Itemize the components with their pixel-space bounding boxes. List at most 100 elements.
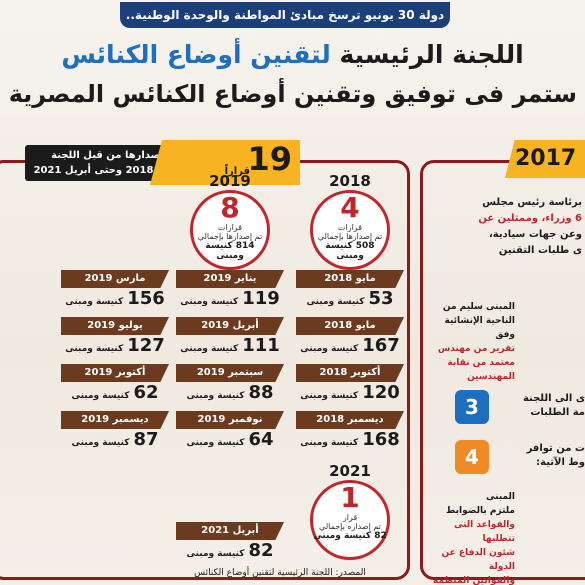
step-line: مة الطلبات [530, 407, 585, 418]
month-value: 167كنيسة ومبنى [296, 335, 404, 356]
month-value: 120كنيسة ومبنى [296, 382, 404, 403]
building-count: 168 [362, 429, 400, 450]
building-unit: كنيسة ومبنى [186, 391, 245, 401]
month-label: مايو 2018 [296, 317, 404, 335]
banner: دولة 30 يونيو ترسخ مبادئ المواطنة والوحد… [120, 2, 450, 28]
building-count: 88 [248, 382, 274, 403]
month-label: أكتوبر 2018 [296, 364, 404, 382]
year-label: 2019 [209, 172, 251, 190]
condition-line: المبنى سليم من [442, 302, 515, 312]
building-count: 167 [362, 335, 400, 356]
step-line: وط الآتية: [536, 457, 585, 468]
condition-line: تقرير من مهندس [437, 344, 515, 354]
building-unit: كنيسة ومبنى [180, 297, 239, 307]
year-circle: 4 قرارات تم إصدارها بإجمالي 508 كنيسة ومبنى [310, 190, 390, 270]
decision-count: 4 [340, 191, 360, 224]
step-line: ى الى اللجنة [522, 393, 585, 404]
year-label: 2018 [329, 172, 371, 190]
summary-line: تم إصدارها من قبل اللجنة [51, 150, 179, 161]
summary-count: 19 [247, 140, 292, 178]
building-unit: كنيسة ومبنى [71, 438, 130, 448]
source: المصدر: اللجنة الرئيسية لتقنين أوضاع الك… [194, 568, 366, 578]
decision-note: تم إصدارها بإجمالي [317, 232, 383, 241]
condition-line: شئون الدفاع عن الدولة [441, 548, 515, 572]
month-label: يناير 2019 [176, 270, 284, 288]
building-unit: كنيسة ومبنى [300, 344, 359, 354]
building-count: 156 [127, 288, 165, 309]
building-unit: كنيسة ومبنى [186, 549, 245, 559]
building-count: 82 [248, 540, 274, 561]
step-number: 3 [455, 390, 489, 424]
month-value: 64كنيسة ومبنى [176, 429, 284, 450]
year-2017: 2017 [505, 140, 585, 178]
month-label: ديسمبر 2019 [61, 411, 169, 429]
building-count: 53 [368, 288, 394, 309]
decision-count: 8 [220, 191, 240, 224]
year-total: 508 كنيسة ومبنى [325, 241, 375, 261]
month-label: مارس 2019 [61, 270, 169, 288]
month-label: يوليو 2019 [61, 317, 169, 335]
year-circle: 8 قرارات تم إصدارها بإجمالي 814 كنيسة ومبنى [190, 190, 270, 270]
month-value: 82كنيسة ومبنى [176, 540, 284, 561]
decision-count: 1 [340, 481, 360, 514]
month-label: أبريل 2021 [176, 522, 284, 540]
building-count: 64 [248, 429, 274, 450]
decision-unit: قرارات [217, 223, 243, 232]
month-label: سبتمبر 2019 [176, 364, 284, 382]
year-total: 82 كنيسة ومبنى [313, 531, 387, 541]
building-unit: كنيسة ومبنى [300, 438, 359, 448]
building-unit: كنيسة ومبنى [180, 344, 239, 354]
month-value: 119كنيسة ومبنى [176, 288, 284, 309]
building-count: 87 [133, 429, 159, 450]
building-count: 127 [127, 335, 165, 356]
month-value: 87كنيسة ومبنى [61, 429, 169, 450]
month-value: 111كنيسة ومبنى [176, 335, 284, 356]
committee-line: 6 وزراء، وممثلين عن [478, 213, 582, 224]
step-text: ى الى اللجنة مة الطلبات [495, 392, 585, 420]
subtitle: ستمر فى توفيق وتقنين أوضاع الكنائس المصر… [8, 80, 577, 108]
condition-line: المهندسين [467, 372, 515, 382]
condition-line: والقواعد التى تتطلبها [454, 520, 515, 544]
building-count: 119 [242, 288, 280, 309]
condition-line: معتمد من نقابة [447, 358, 515, 368]
title: اللجنة الرئيسية لتقنين أوضاع الكنائس [0, 40, 585, 69]
decision-note: تم إصدارها بإجمالي [197, 232, 263, 241]
year-total: 814 كنيسة ومبنى [205, 241, 255, 261]
title-highlight: لتقنين أوضاع الكنائس [61, 40, 331, 69]
year-circle: 1 قرار تم إصداره بإجمالي 82 كنيسة ومبنى [310, 480, 390, 560]
month-label: أكتوبر 2019 [61, 364, 169, 382]
building-count: 62 [133, 382, 159, 403]
month-value: 88كنيسة ومبنى [176, 382, 284, 403]
committee-line: ى طلبات التقنين [498, 245, 582, 256]
year-label: 2021 [329, 462, 371, 480]
month-value: 62كنيسة ومبنى [61, 382, 169, 403]
decision-note: تم إصداره بإجمالي [319, 522, 381, 531]
month-value: 156كنيسة ومبنى [61, 288, 169, 309]
month-value: 127كنيسة ومبنى [61, 335, 169, 356]
step-number: 4 [455, 440, 489, 474]
building-unit: كنيسة ومبنى [300, 391, 359, 401]
building-count: 111 [242, 335, 280, 356]
title-part: اللجنة الرئيسية [339, 40, 524, 69]
step-text: ت من توافر وط الآتية: [495, 442, 585, 470]
condition: المبنى سليم من الناحية الإنشائية وفق تقرير… [425, 300, 515, 384]
building-unit: كنيسة ومبنى [65, 344, 124, 354]
building-count: 120 [362, 382, 400, 403]
condition: المبنى ملتزم بالضوابط والقواعد التى تتطلبه… [425, 490, 515, 585]
condition-line: المبنى [486, 492, 515, 502]
month-value: 168كنيسة ومبنى [296, 429, 404, 450]
decision-unit: قرارات [337, 223, 363, 232]
condition-line: الناحية الإنشائية وفق [444, 316, 515, 340]
month-label: أبريل 2019 [176, 317, 284, 335]
step-line: ت من توافر [526, 443, 585, 454]
month-label: نوفمبر 2019 [176, 411, 284, 429]
decision-unit: قرار [342, 513, 358, 522]
month-label: مايو 2018 [296, 270, 404, 288]
procedure-frame [420, 160, 585, 580]
summary-unit: قراراً [224, 166, 250, 177]
month-label: ديسمبر 2018 [296, 411, 404, 429]
building-unit: كنيسة ومبنى [306, 297, 365, 307]
committee-line: وعن جهات سيادية، [488, 229, 582, 240]
month-value: 53كنيسة ومبنى [296, 288, 404, 309]
